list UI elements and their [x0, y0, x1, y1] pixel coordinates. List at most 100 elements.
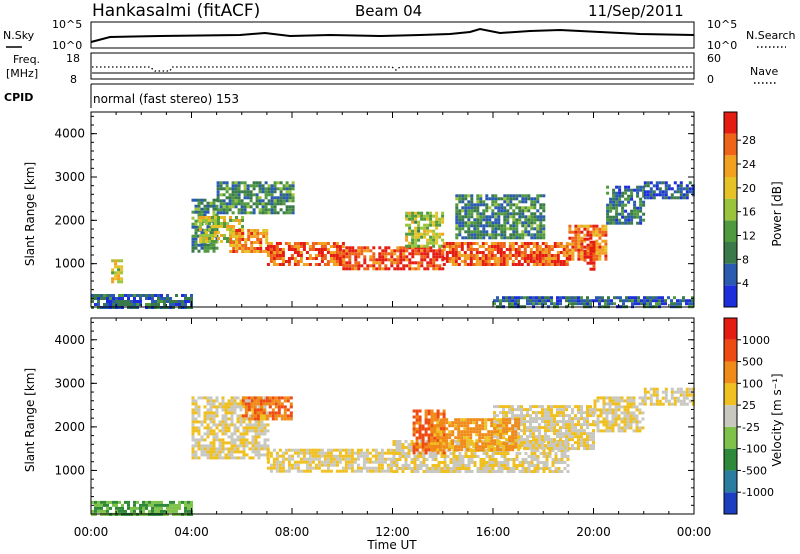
heatmap-cell [500, 203, 504, 207]
heatmap-cell [368, 451, 372, 455]
heatmap-cell [614, 423, 618, 427]
heatmap-cell [205, 237, 208, 240]
heatmap-cell [190, 297, 193, 300]
heatmap-cell [533, 215, 537, 219]
heatmap-cell [448, 421, 452, 425]
heatmap-cell [667, 399, 671, 403]
heatmap-cell [227, 453, 231, 457]
heatmap-cell [583, 302, 586, 306]
heatmap-cell [568, 230, 572, 234]
heatmap-cell [214, 240, 217, 243]
heatmap-cell [285, 205, 289, 209]
heatmap-cell [203, 432, 207, 436]
heatmap-cell [518, 194, 522, 198]
heatmap-cell [142, 506, 145, 510]
heatmap-cell [451, 254, 455, 257]
heatmap-cell [490, 254, 494, 257]
heatmap-cell [589, 411, 592, 415]
heatmap-cell [472, 427, 476, 431]
heatmap-cell [454, 251, 458, 254]
heatmap-cell [541, 411, 544, 415]
heatmap-cell [329, 257, 333, 260]
heatmap-cell [106, 297, 109, 300]
heatmap-cell [593, 411, 597, 415]
heatmap-cell [194, 399, 198, 403]
heatmap-cell [97, 303, 100, 306]
heatmap-cell [243, 193, 247, 197]
heatmap-cell [184, 500, 187, 504]
heatmap-cell [317, 463, 321, 467]
heatmap-cell [526, 420, 529, 424]
heatmap-cell [212, 198, 216, 202]
heatmap-cell [428, 467, 432, 470]
heatmap-cell [536, 461, 540, 464]
heatmap-cell [332, 242, 336, 245]
heatmap-cell [414, 214, 418, 218]
heatmap-cell [314, 257, 318, 260]
heatmap-cell [365, 454, 369, 458]
heatmap-cell [175, 294, 178, 297]
heatmap-cell [408, 252, 412, 256]
heatmap-cell [529, 444, 532, 448]
heatmap-cell [604, 254, 608, 258]
heatmap-cell [475, 427, 479, 431]
heatmap-cell [417, 244, 421, 248]
heatmap-cell [434, 467, 438, 470]
heatmap-cell [628, 299, 631, 303]
heatmap-cell [615, 191, 619, 195]
heatmap-cell [445, 242, 449, 245]
heatmap-cell [250, 417, 254, 421]
heatmap-cell [545, 461, 549, 464]
heatmap-cell [691, 387, 695, 391]
heatmap-cell [270, 211, 274, 215]
heatmap-cell [209, 444, 213, 448]
heatmap-cell [514, 299, 517, 303]
heatmap-cell [228, 205, 232, 209]
heatmap-cell [284, 451, 288, 455]
heatmap-cell [491, 452, 495, 455]
heatmap-cell [670, 187, 674, 191]
heatmap-cell [203, 444, 207, 448]
heatmap-cell [269, 251, 273, 254]
heatmap-cell [631, 296, 634, 300]
heatmap-cell [596, 408, 600, 412]
heatmap-cell [676, 387, 680, 391]
heatmap-cell [506, 221, 510, 225]
heatmap-cell [458, 200, 462, 204]
heatmap-cell [544, 420, 547, 424]
heatmap-cell [679, 193, 683, 197]
heatmap-cell [682, 402, 686, 406]
heatmap-cell [515, 458, 519, 461]
heatmap-cell [598, 242, 602, 246]
heatmap-cell [626, 417, 630, 421]
heatmap-cell [568, 420, 571, 424]
heatmap-cell [431, 452, 435, 455]
heatmap-cell [493, 442, 497, 446]
heatmap-cell [535, 435, 538, 439]
heatmap-cell [296, 260, 300, 263]
heatmap-cell [503, 452, 507, 455]
heatmap-cell [218, 423, 222, 427]
heatmap-cell [553, 447, 556, 451]
heatmap-cell [596, 414, 600, 418]
heatmap-cell [521, 215, 525, 219]
heatmap-cell [238, 232, 242, 235]
heatmap-cell [509, 200, 513, 204]
heatmap-cell [194, 429, 198, 433]
heatmap-cell [175, 509, 178, 513]
heatmap-cell [547, 263, 551, 266]
heatmap-cell [430, 442, 434, 446]
heatmap-cell [423, 217, 427, 221]
heatmap-cell [289, 402, 293, 406]
heatmap-cell [194, 456, 198, 460]
heatmap-cell [491, 212, 495, 216]
heatmap-cell [257, 420, 261, 424]
heatmap-cell [281, 469, 285, 473]
heatmap-cell [568, 432, 571, 436]
heatmap-cell [636, 206, 640, 210]
heatmap-cell [545, 455, 549, 458]
heatmap-cell [197, 456, 201, 460]
heatmap-cell [467, 470, 471, 473]
heatmap-cell [526, 438, 529, 442]
heatmap-cell [458, 470, 462, 473]
